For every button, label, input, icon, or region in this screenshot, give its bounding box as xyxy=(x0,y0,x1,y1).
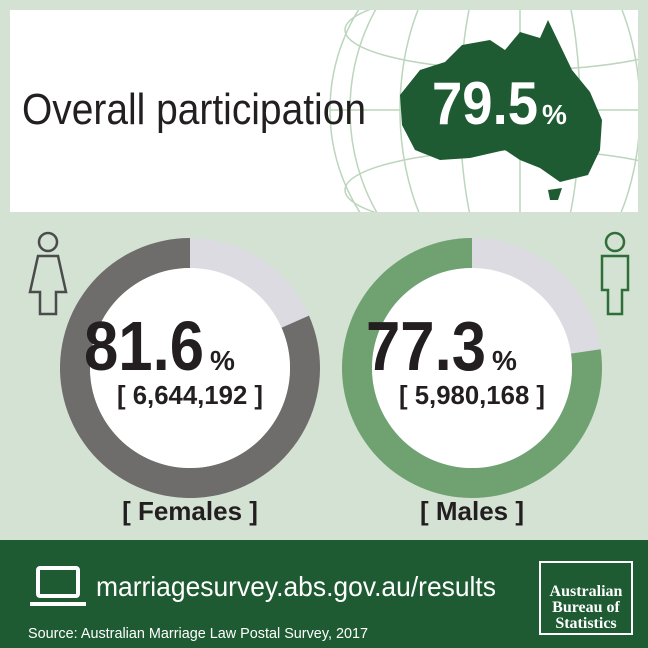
logo-text: Statistics xyxy=(555,615,616,632)
donut-unit: % xyxy=(492,345,517,376)
logo-text: Australian xyxy=(550,583,623,600)
logo-text: Bureau of xyxy=(552,599,620,616)
australia-map xyxy=(400,20,602,200)
donut-count: [ 5,980,168 ] xyxy=(399,380,545,410)
donut-hole xyxy=(372,268,572,468)
laptop-icon xyxy=(30,566,86,606)
donut-hole xyxy=(90,268,290,468)
footer-source: Source: Australian Marriage Law Postal S… xyxy=(28,625,368,642)
header-title: Overall participation xyxy=(22,85,366,134)
donut-label: [ Females ] xyxy=(122,496,258,526)
header-unit: % xyxy=(542,99,567,130)
donut-remainder xyxy=(472,238,601,354)
logo-box xyxy=(539,561,633,635)
donut-value: 81.6 xyxy=(84,307,204,385)
footer-url: marriagesurvey.abs.gov.au/results xyxy=(96,571,496,602)
female-icon xyxy=(28,231,68,316)
donut-unit: % xyxy=(210,345,235,376)
donut-label: [ Males ] xyxy=(420,496,524,526)
donut-count: [ 6,644,192 ] xyxy=(117,380,263,410)
donut-value: 77.3 xyxy=(366,307,486,385)
donut-remainder xyxy=(190,238,309,328)
header-value: 79.5 xyxy=(432,70,538,137)
male-icon xyxy=(600,231,630,316)
